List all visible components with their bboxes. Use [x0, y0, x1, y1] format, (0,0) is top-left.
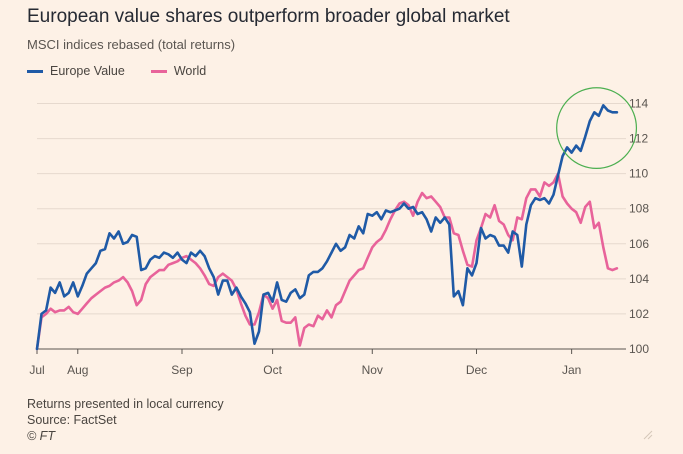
legend-item-world: World — [150, 64, 207, 78]
x-tick-label-nov: Nov — [362, 363, 383, 377]
y-tick-label-114: 114 — [629, 97, 648, 111]
y-tick-label-106: 106 — [629, 237, 649, 251]
y-axis: 100 102 104 106 108 110 112 114 — [629, 97, 649, 356]
chart-footnote: Returns presented in local currency — [27, 397, 224, 411]
chart-source: Source: FactSet — [27, 413, 117, 427]
x-tick-label-jan: Jan — [562, 363, 581, 377]
legend-swatch-europe-value — [27, 69, 43, 73]
legend-label-world: World — [173, 64, 207, 78]
legend-label-europe-value: Europe Value — [50, 64, 125, 78]
x-tick-label-jul: Jul — [29, 363, 44, 377]
series-line-europe-value — [35, 104, 619, 351]
ft-copyright: © FT — [27, 429, 55, 443]
gridlines — [37, 103, 626, 350]
series-lines — [35, 104, 619, 351]
legend-swatch-world — [150, 69, 167, 73]
x-tick-label-dec: Dec — [466, 363, 487, 377]
series-line-world — [35, 172, 619, 351]
x-axis: Jul Aug Sep Oct Nov Dec Jan — [29, 349, 581, 377]
annotation-highlight-ellipse — [556, 87, 638, 170]
resize-grip-icon — [643, 430, 653, 440]
y-tick-label-104: 104 — [629, 272, 649, 286]
chart-title: European value shares outperform broader… — [27, 6, 510, 27]
y-tick-label-110: 110 — [629, 167, 648, 181]
y-tick-label-102: 102 — [629, 307, 649, 321]
x-tick-label-aug: Aug — [67, 363, 88, 377]
y-tick-label-108: 108 — [629, 202, 649, 216]
x-tick-label-oct: Oct — [263, 363, 282, 377]
x-tick-label-sep: Sep — [171, 363, 193, 377]
y-tick-label-100: 100 — [629, 342, 649, 356]
annotations — [556, 87, 638, 170]
y-tick-label-112: 112 — [629, 132, 648, 146]
legend-item-europe-value: Europe Value — [27, 64, 125, 78]
chart-legend: Europe Value World — [27, 64, 232, 78]
chart-subtitle: MSCI indices rebased (total returns) — [27, 37, 236, 52]
